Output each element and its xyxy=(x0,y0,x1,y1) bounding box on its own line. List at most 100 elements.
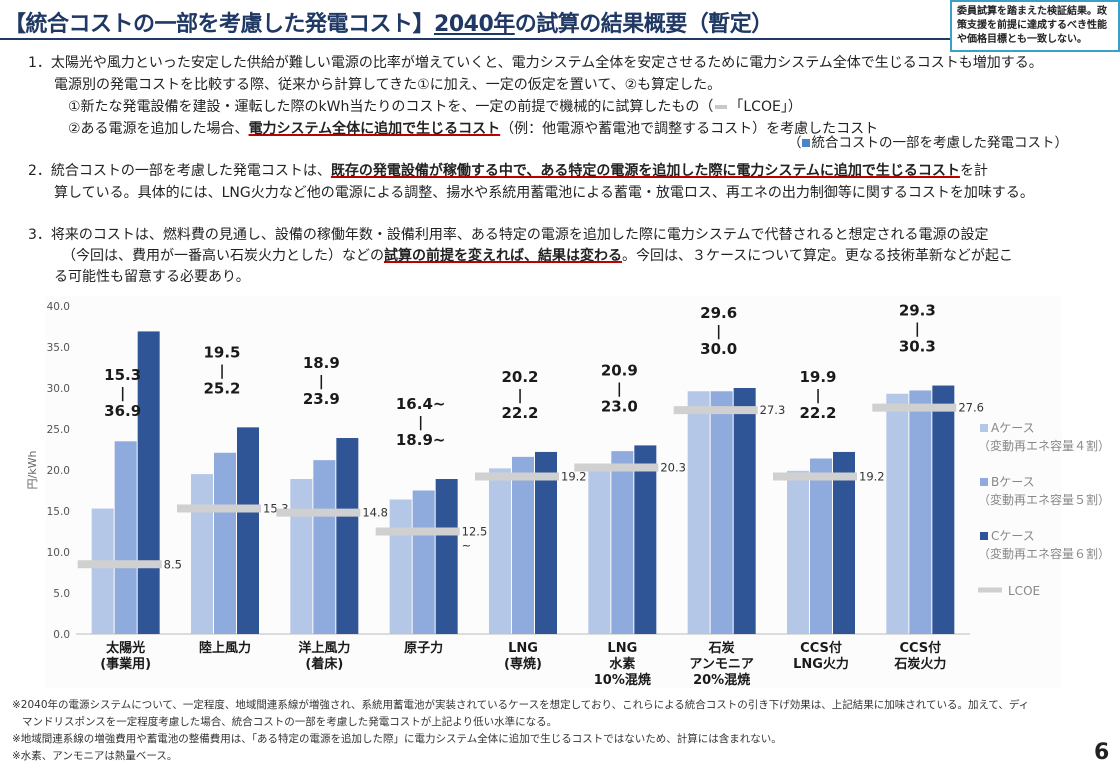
footnote-3: ※水素、アンモニアは熱量ベース。 xyxy=(12,750,178,762)
bar-Cケース xyxy=(932,385,955,634)
legend-swatch-Aケース xyxy=(980,424,988,432)
category-label: 太陽光 xyxy=(105,640,145,656)
category-label: 石炭 xyxy=(708,640,735,656)
legend-note: （変動再エネ容量６割） xyxy=(978,546,1110,561)
lcoe-label: 14.8 xyxy=(362,506,388,520)
paragraph-2-line-1: 2．統合コストの一部を考慮した発電コストは、既存の発電設備が稼働する中で、ある特… xyxy=(28,160,988,182)
category-label: 洋上風力 xyxy=(298,640,350,656)
paragraph-1-item-1: ①新たな発電設備を建設・運転した際のkWh当たりのコストを、一定の前提で機械的に… xyxy=(68,96,802,118)
paragraph-3-line-2: （今回は、費用が一番高い石炭火力とした）などの試算の前提を変えれば、結果は変わる… xyxy=(62,245,1013,267)
paragraph-3-line-1: 3．将来のコストは、燃料費の見通し、設備の稼働年数・設備利用率、ある特定の電源を… xyxy=(28,227,989,243)
footnotes: ※2040年の電源システムについて、一定程度、地域間連系線が増強され、系統用蓄電… xyxy=(12,697,1092,765)
item-2-text-b: （例：他電源や蓄電池で調整するコスト）を考慮したコスト xyxy=(500,121,879,137)
category-label: LNG xyxy=(508,641,538,656)
range-label: | xyxy=(319,374,324,390)
legend-swatch-Cケース xyxy=(980,532,988,540)
legend-label: LCOE xyxy=(1008,584,1040,598)
bar-Aケース xyxy=(787,470,809,634)
range-label: 19.5 xyxy=(203,343,240,361)
bar-Bケース xyxy=(710,391,733,634)
category-label: (専焼) xyxy=(504,656,542,672)
category-label: (着床) xyxy=(305,656,343,672)
bar-Cケース xyxy=(137,331,160,634)
bar-Bケース xyxy=(611,451,634,634)
range-label: 23.0 xyxy=(601,397,638,415)
legend-note: （変動再エネ容量５割） xyxy=(978,492,1110,507)
category-label: 陸上風力 xyxy=(199,640,251,656)
paragraph-1-item-2-note: （ 統合コストの一部を考慮した発電コスト） xyxy=(788,132,1068,154)
p2-text-a: 2．統合コストの一部を考慮した発電コストは、 xyxy=(28,163,331,179)
item-2-highlight: 電力システム全体に追加で生じるコスト xyxy=(248,121,501,137)
bar-Cケース xyxy=(833,451,855,634)
bar-Cケース xyxy=(535,451,557,634)
range-label: 20.9 xyxy=(601,361,638,379)
bar-Aケース xyxy=(687,391,710,634)
lcoe-label: 12.5 xyxy=(462,525,488,539)
range-label: 23.9 xyxy=(303,390,340,408)
y-axis-label: 円/kWh xyxy=(26,451,39,490)
p3-text-b: 。今回は、３ケースについて算定。更なる技術革新などが起こ xyxy=(622,248,1013,264)
range-label: 29.6 xyxy=(700,304,737,322)
y-tick-label: 20.0 xyxy=(47,465,70,477)
range-label: 30.0 xyxy=(700,340,737,358)
range-label: 18.9 xyxy=(303,354,340,372)
y-tick-label: 25.0 xyxy=(47,424,70,436)
lcoe-label: 27.3 xyxy=(760,403,786,417)
range-label: | xyxy=(219,363,224,379)
title-part3: の試算の結果概要（暫定） xyxy=(514,12,774,37)
bar-Cケース xyxy=(336,438,359,634)
bar-Bケース xyxy=(909,390,932,634)
y-tick-label: 0.0 xyxy=(53,629,70,641)
item-1-text: ①新たな発電設備を建設・運転した際のkWh当たりのコストを、一定の前提で機械的に… xyxy=(68,99,714,115)
bar-Bケース xyxy=(114,441,137,634)
category-label: (事業用) xyxy=(100,656,151,672)
item-2-text-a: ②ある電源を追加した場合、 xyxy=(68,121,249,137)
lcoe-label: 19.2 xyxy=(859,470,885,484)
range-label: 22.2 xyxy=(501,404,538,422)
lcoe-label: 20.3 xyxy=(660,461,686,475)
y-tick-label: 10.0 xyxy=(47,547,70,559)
range-label: | xyxy=(418,415,423,431)
lcoe-label: 8.5 xyxy=(164,557,182,571)
y-tick-label: 30.0 xyxy=(47,383,70,395)
category-label: CCS付 xyxy=(899,640,941,656)
p3-text-a: （今回は、費用が一番高い石炭火力とした）などの xyxy=(62,248,384,264)
range-label: | xyxy=(815,388,820,404)
y-tick-label: 40.0 xyxy=(47,301,70,313)
note-box: 委員試算を踏まえた検証結果。政策支援を前提に達成するべき性能や価格目標とも一致し… xyxy=(950,0,1120,52)
category-label: 石炭火力 xyxy=(893,656,946,672)
p3-highlight: 試算の前提を変えれば、結果は変わる xyxy=(384,248,622,264)
category-label: 10%混焼 xyxy=(594,672,651,688)
paragraph-2-line-2: 算している。具体的には、LNG火力など他の電源による調整、揚水や系統用蓄電池によ… xyxy=(54,185,1034,201)
legend-note: （変動再エネ容量４割） xyxy=(978,438,1110,453)
footnote-2: ※地域間連系線の増強費用や蓄電池の整備費用は、「ある特定の電源を追加した際」に電… xyxy=(12,733,782,745)
bar-Cケース xyxy=(237,427,259,634)
bar-Bケース xyxy=(810,458,832,634)
bar-Bケース xyxy=(512,456,534,634)
bar-Bケース xyxy=(313,460,336,634)
lcoe-label: 19.2 xyxy=(561,470,587,484)
bar-Bケース xyxy=(214,452,236,634)
paragraph-3-line-3: る可能性も留意する必要あり。 xyxy=(54,269,250,285)
category-label: 20%混焼 xyxy=(693,672,750,688)
legend-label: Bケース xyxy=(991,475,1035,489)
p2-highlight: 既存の発電設備が稼働する中で、ある特定の電源を追加した際に電力システムに追加で生… xyxy=(330,163,960,179)
paragraph-1-line-1: 1．太陽光や風力といった安定した供給が難しい電源の比率が増えていくと、電力システ… xyxy=(28,55,1043,71)
bar-Aケース xyxy=(191,474,213,634)
bar-Cケース xyxy=(733,388,756,634)
range-label: | xyxy=(915,322,920,338)
y-tick-label: 35.0 xyxy=(47,342,70,354)
item-2-note-open: （ xyxy=(788,135,802,151)
legend-label: Cケース xyxy=(991,529,1035,543)
bar-Aケース xyxy=(489,468,511,634)
title-year: 2040年 xyxy=(434,12,515,37)
item-1-lcoe: 「LCOE」） xyxy=(729,99,802,115)
lcoe-label: ~ xyxy=(462,539,472,553)
footnote-1b: マンドリスポンスを一定程度考慮した場合、統合コストの一部を考慮した発電コストが上… xyxy=(22,716,558,728)
bar-Aケース xyxy=(588,467,611,634)
integrated-cost-legend-square xyxy=(801,139,810,147)
item-2-note-text: 統合コストの一部を考慮した発電コスト） xyxy=(811,135,1069,151)
page-number: 6 xyxy=(1094,740,1110,765)
footnote-1a: ※2040年の電源システムについて、一定程度、地域間連系線が増強され、系統用蓄電… xyxy=(12,699,1030,711)
bar-Cケース xyxy=(435,479,458,634)
